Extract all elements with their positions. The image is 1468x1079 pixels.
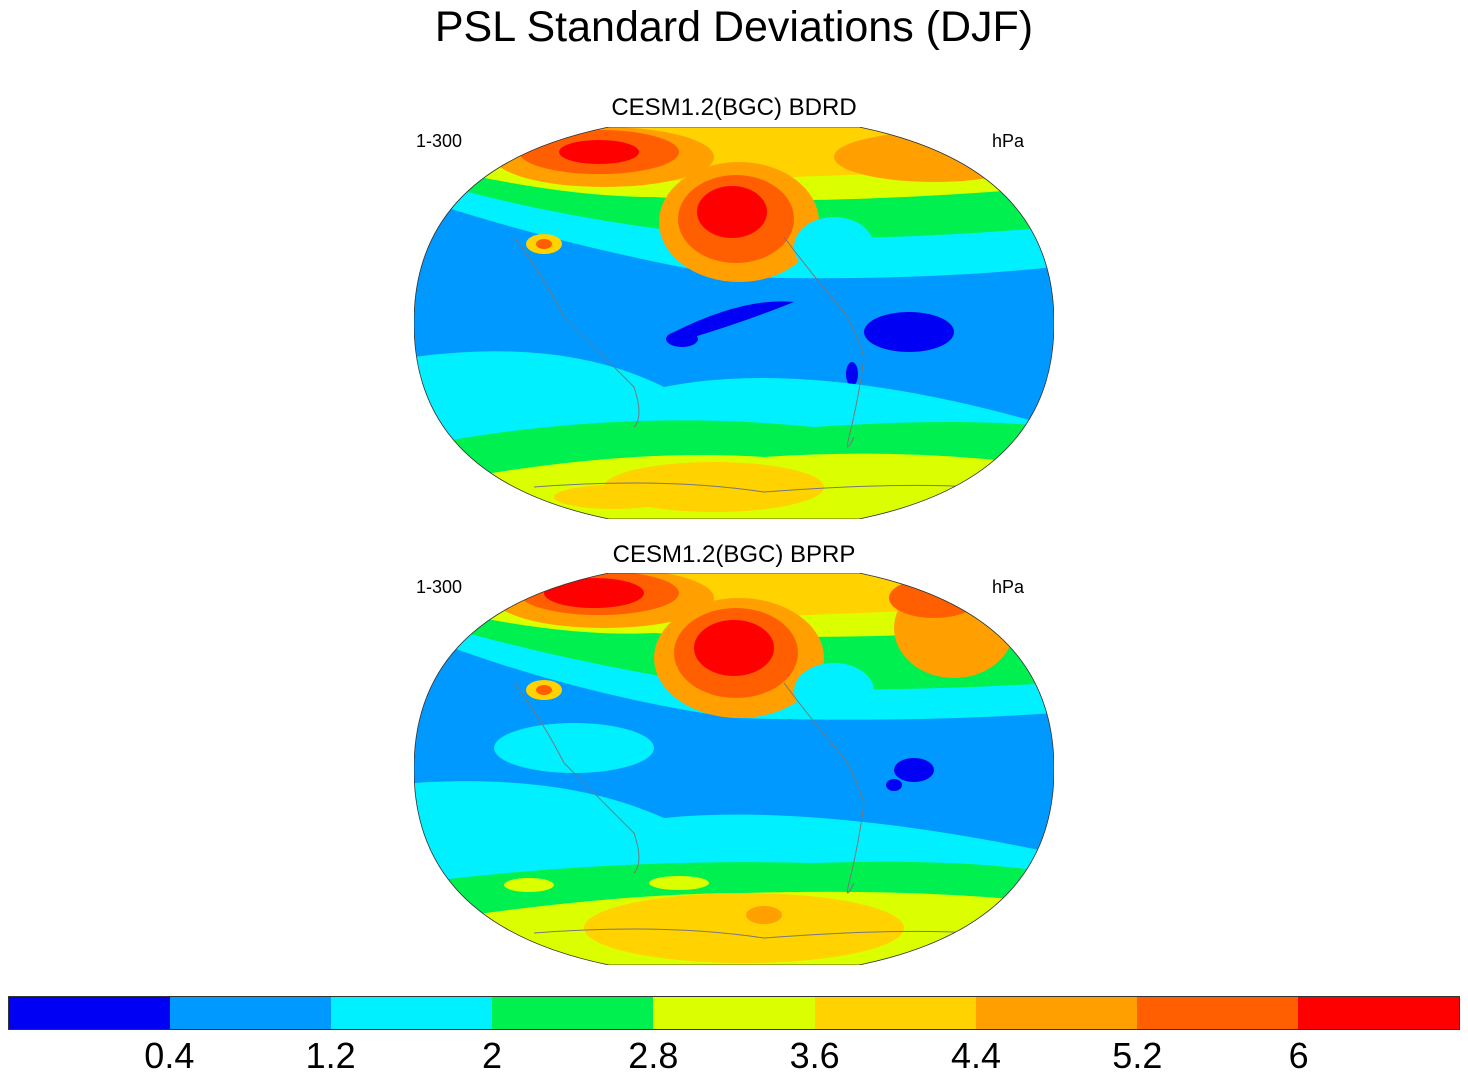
colorbar-swatch <box>170 997 332 1029</box>
panel-2-cyan-indian <box>494 723 654 773</box>
panel-1-low-patch-pacific-2 <box>666 331 698 347</box>
panel-2-units-label: hPa <box>992 577 1025 597</box>
colorbar-tick-label: 0.4 <box>144 1035 195 1076</box>
panel-1-title: CESM1.2(BGC) BDRD <box>611 94 857 121</box>
panel-2-yellow-spot-south-2 <box>649 876 709 890</box>
panel-2-map-outline <box>414 573 1054 965</box>
panel-2-cyan-america <box>794 663 874 719</box>
colorbar-swatch <box>653 997 815 1029</box>
panel-1-gold-south-2 <box>554 485 674 509</box>
panel-1-map-outline <box>414 127 1054 519</box>
panel-1-left-label: 1-300 <box>416 131 463 151</box>
colorbar-tick-label: 2 <box>481 1035 503 1076</box>
panel-1-cyan-america <box>794 217 874 277</box>
panel-2-title: CESM1.2(BGC) BPRP <box>612 541 856 568</box>
colorbar-tick-label: 1.2 <box>305 1035 356 1076</box>
panel-1-coastline-asia <box>513 236 640 428</box>
colorbar-swatch <box>331 997 493 1029</box>
panel-2-orange-south <box>746 906 782 924</box>
panel-2-low-patch-amazon <box>894 758 934 782</box>
colorbar-swatch <box>1136 997 1298 1029</box>
colorbar-swatch <box>814 997 976 1029</box>
panel-2-yellow-spot-south-1 <box>504 878 554 892</box>
colorbar-tick-label: 4.4 <box>950 1035 1002 1076</box>
figure-title: PSL Standard Deviations (DJF) <box>434 3 1034 51</box>
colorbar-tick-label: 3.6 <box>789 1035 840 1076</box>
panel-2-coastline-americas <box>783 682 865 894</box>
panel-1-low-patch-pacific <box>674 301 794 337</box>
panel-2-coastline-antarctica <box>533 928 975 939</box>
panel-2-gold-south <box>584 893 904 963</box>
panel-1-coastline-antarctica <box>533 482 975 493</box>
panel-1-low-patch-andes <box>846 362 858 386</box>
colorbar-tick-label: 5.2 <box>1112 1035 1163 1076</box>
panel-1-orange-atlantic <box>834 132 1034 182</box>
colorbar-swatch <box>975 997 1137 1029</box>
panel-1-map <box>414 127 1054 519</box>
panel-1-coastline-americas <box>783 236 865 448</box>
panel-2-map <box>414 573 1054 965</box>
panel-2-coastline-asia <box>513 682 640 874</box>
panel-2-left-label: 1-300 <box>416 577 463 597</box>
panel-2-red-pacific <box>694 620 774 676</box>
colorbar-tick-label: 2.8 <box>628 1035 679 1076</box>
colorbar-swatch <box>9 997 171 1029</box>
colorbar-swatch <box>1297 997 1459 1029</box>
panel-2-low-patch-amazon-2 <box>886 779 902 791</box>
panel-2-hotspot-tibet-core <box>536 685 552 695</box>
panel-2-red-asia <box>544 578 644 608</box>
panel-1-hotspot-tibet-core <box>536 239 552 249</box>
panel-1-red-pacific <box>697 186 767 238</box>
panel-1-red-asia <box>559 140 639 164</box>
panel-1-units-label: hPa <box>992 131 1025 151</box>
colorbar-swatch <box>492 997 654 1029</box>
colorbar-tick-label: 6 <box>1288 1035 1309 1076</box>
panel-1-low-patch-amazon <box>864 312 954 352</box>
colorbar <box>8 996 1460 1030</box>
